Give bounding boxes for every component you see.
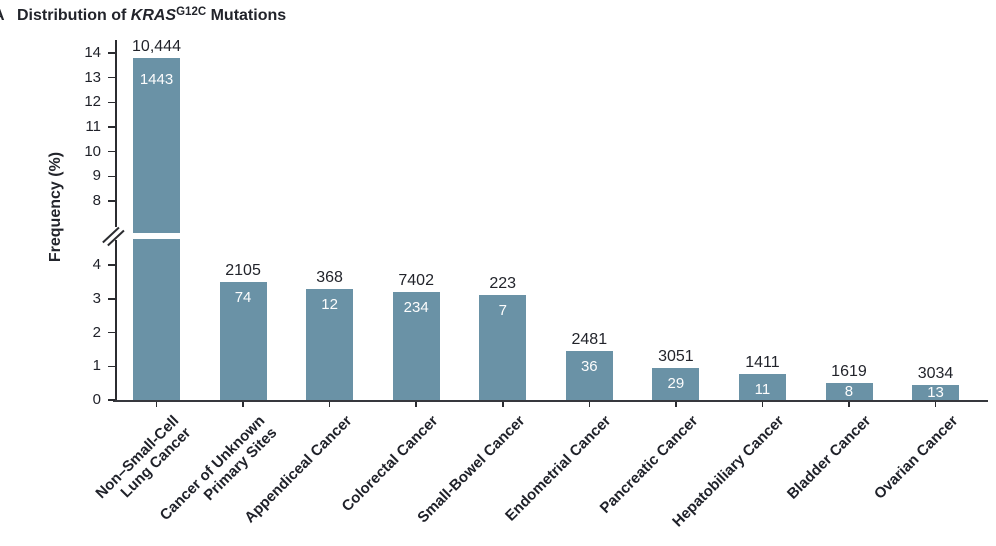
bar-count-label: 11	[754, 380, 771, 398]
bar-total-label: 1619	[831, 363, 867, 381]
y-tick	[108, 150, 115, 153]
y-tick	[108, 264, 115, 266]
y-tick	[108, 200, 115, 202]
bar	[652, 367, 700, 400]
y-tick	[108, 76, 115, 79]
x-tick	[501, 402, 504, 407]
chart-title-superscript: G12C	[176, 6, 207, 18]
y-tick-label: 3	[92, 289, 101, 307]
bar	[738, 373, 786, 400]
y-tick	[108, 365, 115, 368]
y-tick-label: 14	[84, 44, 101, 61]
bar-count-label: 29	[667, 374, 685, 392]
bar-count-label: 13	[927, 384, 944, 402]
y-tick	[108, 298, 115, 300]
x-axis-line	[113, 400, 988, 402]
bar-count-label: 74	[234, 288, 252, 306]
x-tick	[675, 402, 677, 407]
y-tick	[108, 52, 115, 54]
y-tick-label: 11	[85, 118, 101, 135]
bar-count-label: 12	[321, 295, 338, 313]
y-tick	[108, 331, 115, 334]
y-tick-label: 12	[84, 93, 101, 111]
bar-total-label: 3034	[917, 365, 954, 383]
chart-title: Distribution of KRASG12C Mutations	[17, 6, 287, 25]
bar-total-label: 3051	[658, 347, 694, 365]
bar	[392, 292, 440, 400]
x-tick	[415, 402, 417, 407]
bar-total-label: 7402	[398, 272, 434, 289]
x-tick	[328, 402, 331, 407]
bar-total-label: 2105	[225, 261, 261, 279]
y-axis-line-upper	[115, 40, 117, 227]
y-tick-label: 10	[84, 142, 101, 160]
y-tick-label: 0	[92, 391, 101, 408]
x-tick	[761, 402, 764, 407]
y-tick-label: 1	[92, 357, 101, 375]
y-tick	[108, 101, 115, 104]
y-tick-label: 8	[92, 192, 101, 209]
bar-total-label: 368	[316, 268, 343, 286]
bar-total-label: 223	[489, 275, 517, 293]
bar-segment-lower	[133, 239, 180, 400]
y-tick-label: 2	[92, 323, 101, 341]
bar-count-label: 8	[844, 383, 854, 400]
bar-total-label: 10,444	[132, 37, 181, 55]
bar	[219, 281, 267, 400]
x-tick	[848, 402, 850, 407]
bar	[479, 295, 527, 400]
x-tick	[242, 402, 244, 407]
y-tick	[108, 175, 115, 178]
bar	[825, 383, 873, 400]
x-tick	[155, 402, 158, 407]
y-tick	[108, 126, 115, 128]
bar-total-label: 2481	[571, 331, 608, 349]
bar-segment-upper	[133, 57, 180, 233]
y-tick-label: 13	[84, 68, 101, 86]
x-tick	[934, 402, 937, 407]
chart-title-suffix: Mutations	[206, 7, 287, 24]
bar-count-label: 7	[498, 302, 507, 320]
bar	[565, 351, 613, 400]
panel-label: A	[0, 7, 5, 25]
y-tick-label: 9	[92, 167, 101, 185]
bar-count-label: 234	[403, 299, 429, 316]
bar	[306, 288, 354, 400]
bar	[912, 385, 959, 400]
y-tick	[108, 399, 115, 401]
bar-total-label: 1411	[745, 353, 780, 371]
chart-title-prefix: Distribution of	[17, 7, 131, 24]
y-tick-label: 4	[92, 256, 101, 273]
chart-title-gene: KRAS	[130, 7, 177, 24]
y-axis-line-lower	[115, 240, 117, 401]
bar-count-label: 36	[580, 358, 598, 376]
bar-count-label: 1443	[139, 70, 174, 88]
x-tick	[588, 402, 591, 407]
